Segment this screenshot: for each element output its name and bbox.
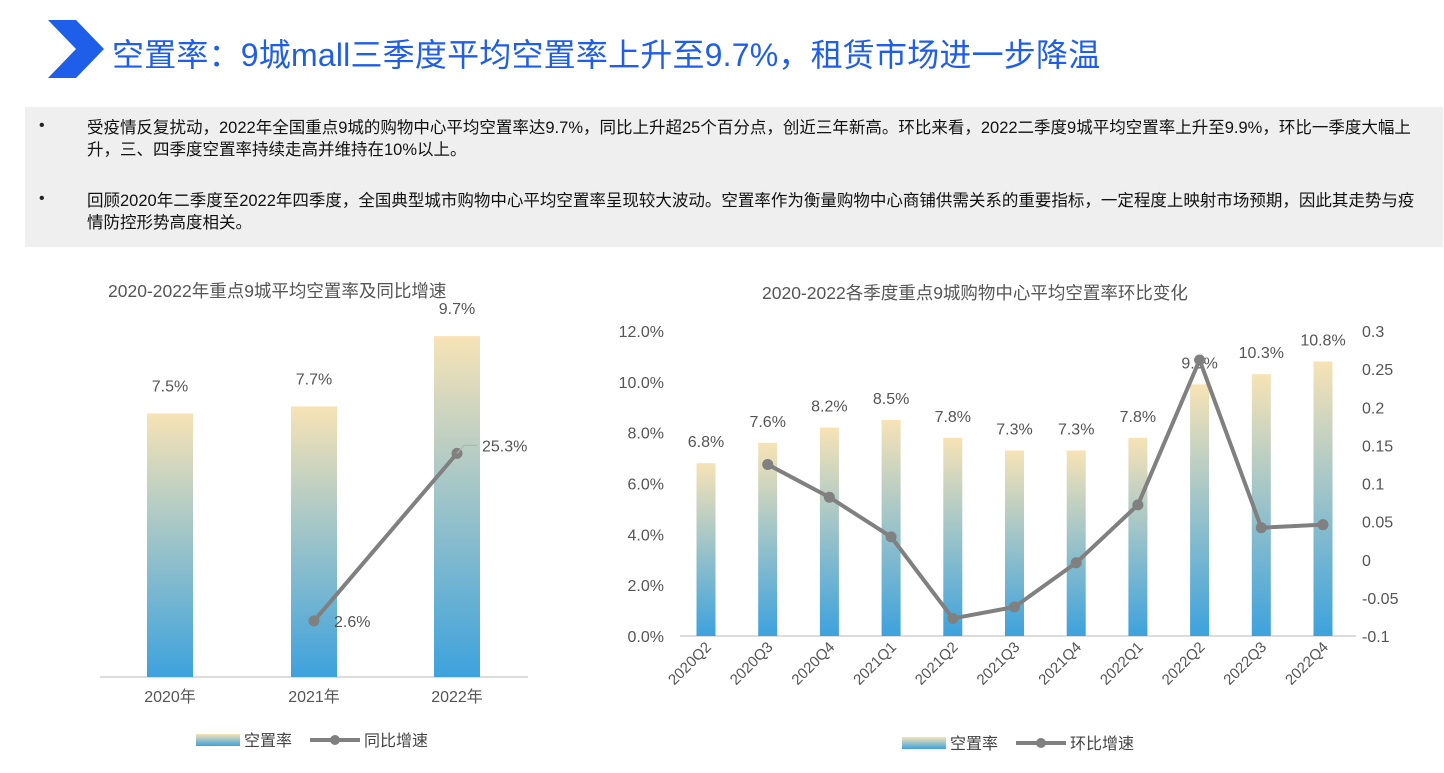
bar-data-label: 7.6% [749,414,785,431]
x-tick-label: 2021Q2 [912,639,962,689]
legend-label: 空置率 [950,735,998,753]
line-marker [885,531,897,543]
legend-label: 空置率 [244,732,292,750]
legend-swatch-bar [196,734,240,746]
bar [1066,450,1086,636]
y-right-tick-label: 0.05 [1362,515,1393,532]
bar-data-label: 8.5% [873,391,909,408]
legend-label: 同比增速 [364,732,428,750]
y-left-tick-label: 8.0% [628,426,664,443]
line-marker [823,491,835,503]
x-tick-label: 2022Q4 [1282,639,1332,689]
y-left-tick-label: 2.0% [628,578,664,595]
annual-vacancy-chart: 2020-2022年重点9城平均空置率及同比增速 7.5% 2020年 7.7% 20… [0,258,610,773]
x-tick-label: 2022Q1 [1097,639,1147,689]
bar [434,336,480,677]
chevron-right-icon [48,20,104,78]
x-tick-label: 2022Q3 [1220,639,1270,689]
y-left-tick-label: 4.0% [628,527,664,544]
line-marker [308,615,320,627]
chart-title: 2020-2022年重点9城平均空置率及同比增速 [108,281,447,301]
leader-line [456,444,477,454]
x-tick-label: 2021Q1 [850,639,900,689]
legend-swatch-bar [902,737,946,749]
y-right-tick-label: 0.25 [1362,362,1393,379]
x-tick-label: 2020Q2 [665,639,715,689]
line-marker [1070,557,1082,569]
summary-bullet: • 回顾2020年二季度至2022年四季度，全国典型城市购物中心平均空置率呈现较… [25,190,1443,236]
y-right-tick-label: -0.1 [1362,629,1390,646]
bar [758,442,778,636]
bar-data-label: 7.8% [935,409,971,426]
x-tick-label: 2022年 [431,688,483,706]
bar-data-label: 8.2% [811,399,847,416]
x-tick-label: 2020年 [144,688,196,706]
bar-data-label: 7.8% [1120,409,1156,426]
quarterly-vacancy-chart: 2020-2022各季度重点9城购物中心平均空置率环比变化 0.0% 2.0% 4.… [610,258,1444,773]
bar [1005,450,1024,636]
line-marker [1317,519,1329,531]
line-marker [1194,354,1206,366]
y-left-tick-label: 10.0% [619,375,664,392]
bar [819,427,839,636]
summary-bullet: • 受疫情反复扰动，2022年全国重点9城的购物中心平均空置率达9.7%，同比上… [25,117,1443,163]
header: 空置率：9城mall三季度平均空置率上升至9.7%，租赁市场进一步降温 [0,0,1444,96]
bullet-text: 回顾2020年二季度至2022年四季度，全国典型城市购物中心平均空置率呈现较大波… [87,192,1415,232]
line-marker [1255,522,1267,534]
bar [696,463,716,636]
y-right-tick-label: 0.2 [1362,400,1384,417]
y-left-tick-label: 12.0% [619,324,664,341]
bar [1251,374,1271,636]
page-title: 空置率：9城mall三季度平均空置率上升至9.7%，租赁市场进一步降温 [112,37,1101,73]
legend-label: 环比增速 [1070,735,1134,753]
bar [1190,384,1210,636]
bullet-marker: • [39,190,45,207]
bar-data-label: 7.3% [996,421,1032,438]
bar-data-label: 9.7% [439,301,475,318]
chart-canvas: 0.0% 2.0% 4.0% 6.0% 8.0% 10.0% 12.0% -0.1 -0.05 0… [619,324,1399,753]
line-marker [762,458,774,470]
bar-data-label: 6.8% [688,434,724,451]
y-right-tick-label: 0.15 [1362,438,1393,455]
bar [291,406,337,677]
line-marker [1132,499,1144,511]
line-series [312,452,459,623]
chart-canvas: 7.5% 2020年 7.7% 2021年 9.7% 2022年 2.6% 25.3% 空置率 同… [100,301,528,750]
x-tick-label: 2022Q2 [1159,639,1209,689]
line-marker [1009,601,1020,613]
line-marker [947,612,959,624]
x-tick-label: 2020Q4 [788,639,838,689]
bar-data-label: 10.8% [1300,333,1345,350]
bullet-text: 受疫情反复扰动，2022年全国重点9城的购物中心平均空置率达9.7%，同比上升超… [87,119,1411,159]
y-right-tick-label: 0.3 [1362,324,1384,341]
chart-title: 2020-2022各季度重点9城购物中心平均空置率环比变化 [762,283,1188,303]
x-tick-label: 2021Q4 [1035,639,1085,689]
bar [1128,437,1148,636]
bullet-marker: • [39,117,45,134]
y-right-tick-label: -0.05 [1362,591,1399,608]
y-right-tick-label: 0 [1362,553,1371,570]
legend-swatch-marker [330,735,340,745]
y-right-tick-label: 0.1 [1362,477,1384,494]
line-data-label: 25.3% [482,438,527,455]
line-data-label: 2.6% [334,614,370,631]
y-left-tick-label: 0.0% [628,629,664,646]
bar [1313,361,1333,636]
x-tick-label: 2020Q3 [727,639,777,689]
y-left-tick-label: 6.0% [628,477,664,494]
bar-data-label: 10.3% [1239,345,1284,362]
line-series [766,357,1324,621]
bar-data-label: 7.3% [1058,421,1094,438]
x-tick-label: 2021Q3 [974,639,1024,689]
bar [147,413,193,677]
bar-data-label: 7.5% [152,378,188,395]
x-tick-label: 2021年 [288,688,340,706]
bar [943,437,963,636]
bar [881,419,901,636]
summary-panel: • 受疫情反复扰动，2022年全国重点9城的购物中心平均空置率达9.7%，同比上… [25,107,1443,247]
legend-swatch-marker [1036,738,1046,748]
bar-data-label: 7.7% [296,371,332,388]
